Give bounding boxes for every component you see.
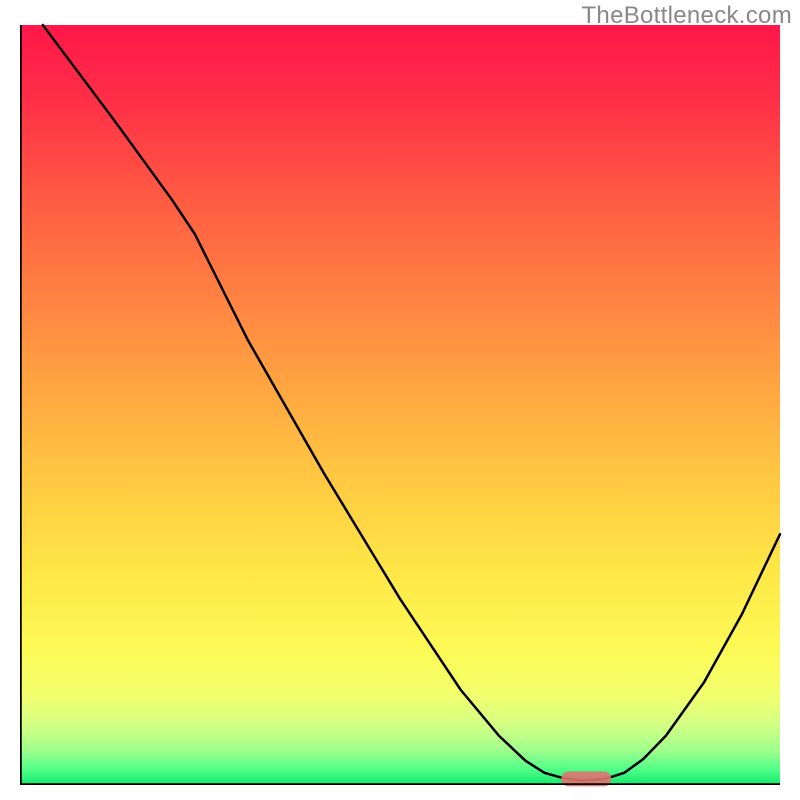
axes-layer [20,25,780,785]
plot-area [20,25,780,785]
root-container: TheBottleneck.com [0,0,800,800]
